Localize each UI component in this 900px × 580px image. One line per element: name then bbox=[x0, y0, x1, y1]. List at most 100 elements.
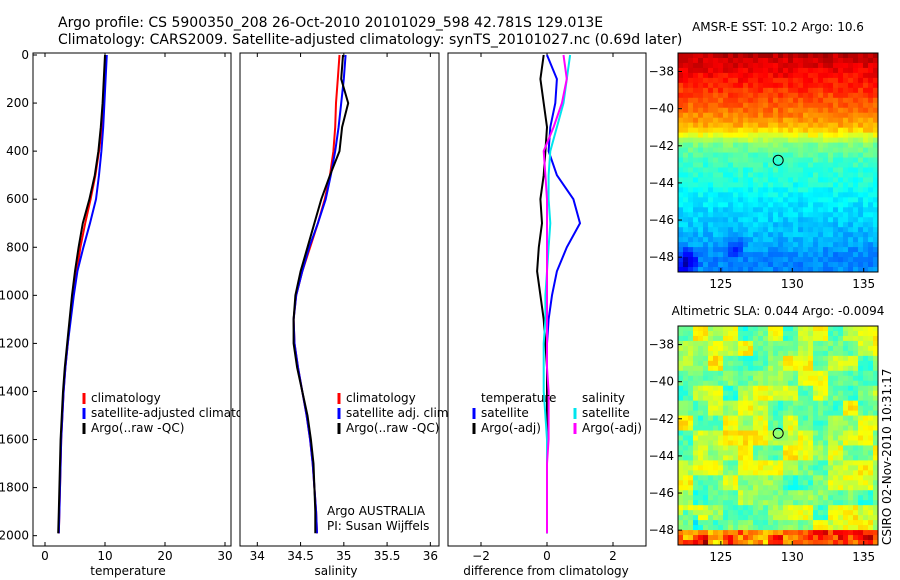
sst-cell bbox=[853, 67, 859, 74]
sla-cell bbox=[708, 330, 714, 337]
sst-cell bbox=[748, 192, 754, 198]
sla-cell bbox=[743, 450, 749, 457]
sla-cell bbox=[718, 485, 724, 491]
sla-cell bbox=[798, 445, 804, 452]
sla-cell bbox=[778, 500, 784, 506]
sst-cell bbox=[848, 212, 854, 218]
sla-cell bbox=[688, 445, 694, 452]
sla-cell bbox=[733, 326, 739, 332]
temperature-ytick-label: 1000 bbox=[0, 288, 29, 302]
sla-cell bbox=[818, 490, 824, 496]
sst-cell bbox=[768, 267, 774, 272]
sla-cell bbox=[713, 415, 719, 422]
sla-cell bbox=[858, 460, 864, 466]
sst-cell bbox=[688, 232, 694, 238]
sla-cell bbox=[733, 425, 739, 432]
sla-cell bbox=[853, 335, 859, 342]
sla-cell bbox=[678, 515, 684, 521]
sst-cell bbox=[868, 62, 874, 69]
sst-cell bbox=[873, 142, 878, 149]
sst-cell bbox=[683, 92, 689, 99]
sla-cell bbox=[783, 415, 789, 422]
temperature-ytick-label: 800 bbox=[6, 240, 29, 254]
sla-cell bbox=[718, 365, 724, 372]
sst-cell bbox=[858, 137, 864, 144]
sla-cell bbox=[733, 540, 739, 545]
sst-cell bbox=[868, 182, 874, 188]
sst-cell bbox=[773, 122, 779, 129]
sla-cell bbox=[768, 410, 774, 417]
sst-cell bbox=[763, 132, 769, 139]
sla-cell bbox=[813, 460, 819, 466]
sla-cell bbox=[788, 380, 794, 387]
sst-cell bbox=[683, 147, 689, 154]
sst-cell bbox=[823, 53, 829, 59]
sla-cell bbox=[783, 350, 789, 357]
sla-cell bbox=[768, 370, 774, 377]
sla-cell bbox=[688, 535, 694, 541]
sla-map-ticks: 125 130 135−38−40−42−44−46−48 bbox=[649, 338, 875, 564]
sst-cell bbox=[843, 127, 849, 134]
sst-cell bbox=[728, 262, 734, 268]
sla-cell bbox=[838, 390, 844, 397]
sst-cell bbox=[748, 97, 754, 104]
sst-cell bbox=[798, 242, 804, 248]
sla-cell bbox=[803, 420, 809, 427]
sla-cell bbox=[833, 365, 839, 372]
sla-cell bbox=[808, 415, 814, 422]
sst-cell bbox=[718, 257, 724, 263]
sla-cell bbox=[838, 330, 844, 337]
sla-cell bbox=[743, 355, 749, 362]
sla-cell bbox=[693, 525, 699, 531]
sst-cell bbox=[783, 227, 789, 233]
sla-cell bbox=[688, 440, 694, 447]
sst-cell bbox=[748, 112, 754, 119]
sst-cell bbox=[718, 142, 724, 149]
sst-cell bbox=[803, 107, 809, 114]
sla-cell bbox=[763, 380, 769, 387]
sst-cell bbox=[828, 72, 834, 79]
sla-cell bbox=[698, 490, 704, 496]
sst-cell bbox=[763, 162, 769, 169]
sst-cell bbox=[708, 137, 714, 144]
sst-cell bbox=[758, 72, 764, 79]
sla-cell bbox=[828, 340, 834, 347]
sst-cell bbox=[818, 187, 824, 193]
sla-cell bbox=[778, 515, 784, 521]
sst-cell bbox=[853, 237, 859, 243]
sst-cell bbox=[873, 92, 878, 99]
sla-cell bbox=[808, 440, 814, 447]
sla-cell bbox=[753, 455, 759, 461]
sst-cell bbox=[693, 137, 699, 144]
sla-cell bbox=[688, 450, 694, 457]
sla-cell bbox=[758, 400, 764, 407]
sst-cell bbox=[863, 172, 869, 179]
sla-cell bbox=[818, 365, 824, 372]
sla-cell bbox=[868, 535, 874, 541]
sla-cell bbox=[793, 505, 799, 511]
sst-cell bbox=[828, 212, 834, 218]
sla-cell bbox=[693, 375, 699, 382]
sst-cell bbox=[793, 162, 799, 169]
sst-cell bbox=[858, 267, 864, 272]
sla-cell bbox=[758, 335, 764, 342]
sla-cell bbox=[818, 420, 824, 427]
sst-cell bbox=[818, 112, 824, 119]
sst-cell bbox=[843, 207, 849, 213]
sla-cell bbox=[713, 390, 719, 397]
sla-cell bbox=[868, 430, 874, 437]
sla-cell bbox=[708, 420, 714, 427]
sla-cell bbox=[688, 515, 694, 521]
sst-cell bbox=[828, 217, 834, 223]
sst-cell bbox=[703, 162, 709, 169]
sla-cell bbox=[853, 405, 859, 412]
sla-cell bbox=[873, 400, 878, 407]
salinity-xtick-label: 35 bbox=[336, 549, 351, 563]
sst-cell bbox=[748, 252, 754, 258]
sst-cell bbox=[858, 117, 864, 124]
sst-cell bbox=[763, 62, 769, 69]
sla-cell bbox=[683, 515, 689, 521]
sla-cell bbox=[733, 485, 739, 491]
sst-cell bbox=[773, 77, 779, 84]
sst-cell bbox=[768, 147, 774, 154]
